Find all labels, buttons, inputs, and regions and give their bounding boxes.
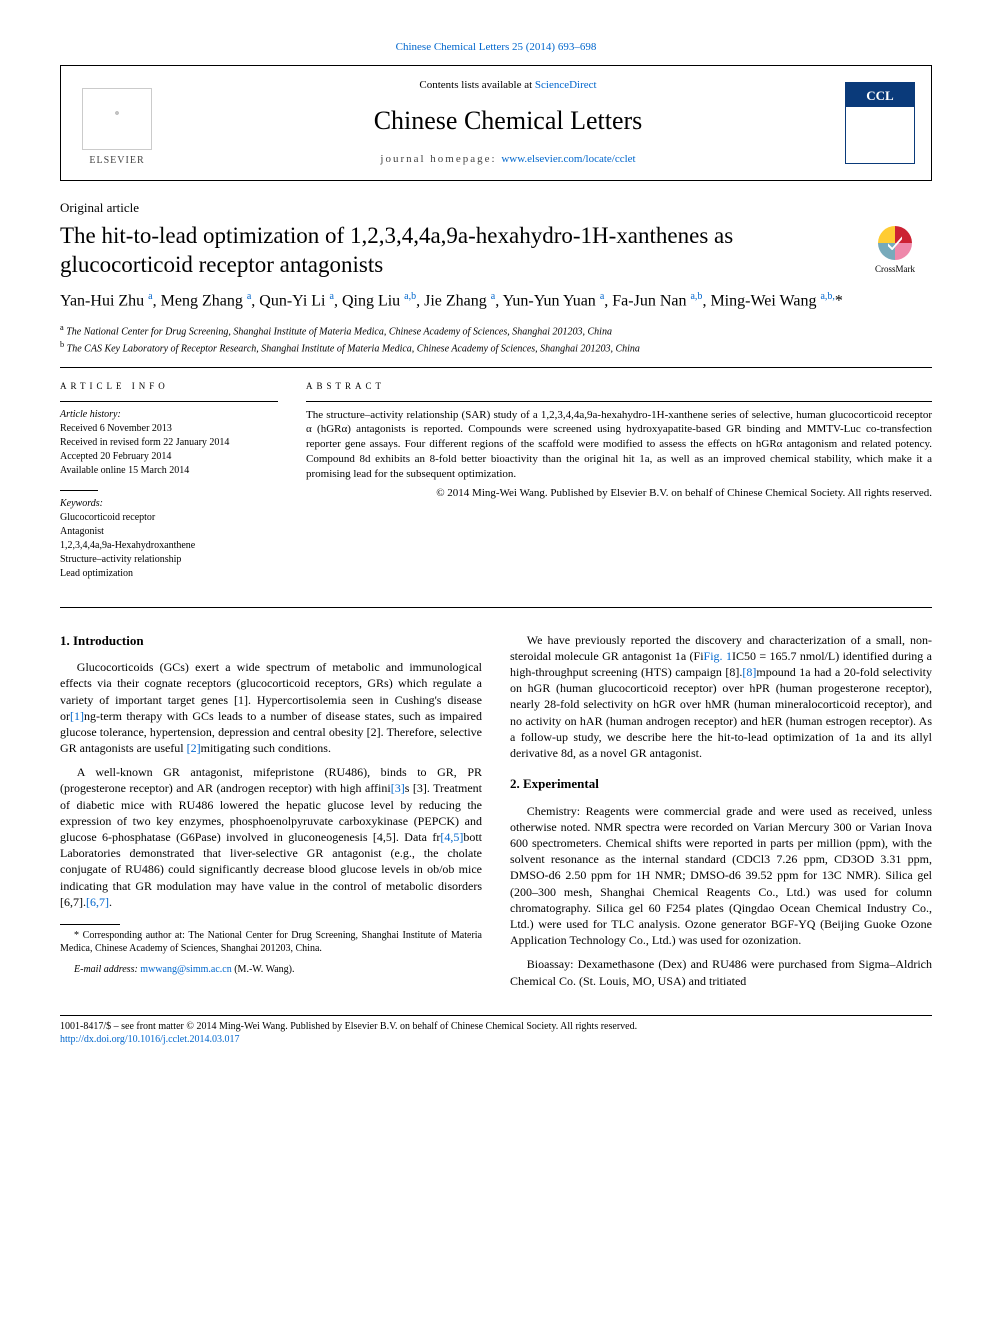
body-paragraph: We have previously reported the discover… bbox=[510, 632, 932, 762]
email-link[interactable]: mwwang@simm.ac.cn bbox=[140, 964, 231, 975]
footer: 1001-8417/$ – see front matter © 2014 Mi… bbox=[60, 1020, 932, 1047]
email-suffix: (M.-W. Wang). bbox=[232, 964, 295, 975]
body-paragraph: Chemistry: Reagents were commercial grad… bbox=[510, 803, 932, 949]
keyword: 1,2,3,4,4a,9a-Hexahydroxanthene bbox=[60, 539, 278, 553]
abstract-column: ABSTRACT The structure–activity relation… bbox=[306, 380, 932, 592]
keyword: Antagonist bbox=[60, 525, 278, 539]
footer-copyright: 1001-8417/$ – see front matter © 2014 Mi… bbox=[60, 1020, 932, 1034]
abstract-rule bbox=[306, 401, 932, 402]
affiliation-b: b The CAS Key Laboratory of Receptor Res… bbox=[60, 339, 932, 356]
elsevier-label: ELSEVIER bbox=[89, 154, 144, 168]
ccl-label: CCL bbox=[866, 87, 893, 105]
footnote-separator bbox=[60, 924, 120, 925]
history-line: Received 6 November 2013 bbox=[60, 422, 278, 436]
abstract-heading: ABSTRACT bbox=[306, 380, 932, 392]
journal-header: ELSEVIER Contents lists available at Sci… bbox=[60, 65, 932, 181]
fig-link[interactable]: Fig. 1 bbox=[704, 649, 732, 663]
ref-link[interactable]: [6,7] bbox=[86, 895, 109, 909]
rule-top bbox=[60, 367, 932, 368]
article-info-heading: ARTICLE INFO bbox=[60, 380, 278, 392]
authors: Yan-Hui Zhu a, Meng Zhang a, Qun-Yi Li a… bbox=[60, 290, 932, 312]
ref-link[interactable]: [4,5] bbox=[440, 830, 463, 844]
contents-prefix: Contents lists available at bbox=[419, 79, 534, 91]
homepage-line: journal homepage: www.elsevier.com/locat… bbox=[171, 152, 845, 167]
ref-link[interactable]: [1] bbox=[70, 709, 84, 723]
keyword: Lead optimization bbox=[60, 567, 278, 581]
article-info-column: ARTICLE INFO Article history: Received 6… bbox=[60, 380, 278, 592]
keywords-block: Keywords: Glucocorticoid receptor Antago… bbox=[60, 497, 278, 581]
sciencedirect-link[interactable]: ScienceDirect bbox=[535, 79, 597, 91]
abstract-copyright: © 2014 Ming-Wei Wang. Published by Elsev… bbox=[306, 486, 932, 501]
history-line: Received in revised form 22 January 2014 bbox=[60, 436, 278, 450]
body-columns: 1. Introduction Glucocorticoids (GCs) ex… bbox=[60, 632, 932, 997]
email-footnote: E-mail address: mwwang@simm.ac.cn (M.-W.… bbox=[60, 963, 482, 976]
journal-title: Chinese Chemical Letters bbox=[171, 103, 845, 138]
ref-link[interactable]: [3] bbox=[391, 781, 405, 795]
affiliations: a The National Center for Drug Screening… bbox=[60, 322, 932, 356]
ref-link[interactable]: [8] bbox=[742, 665, 756, 679]
article-type: Original article bbox=[60, 199, 932, 217]
keywords-label: Keywords: bbox=[60, 497, 278, 511]
footer-rule bbox=[60, 1015, 932, 1016]
homepage-prefix: journal homepage: bbox=[380, 153, 501, 165]
section-heading-intro: 1. Introduction bbox=[60, 632, 482, 650]
history-line: Accepted 20 February 2014 bbox=[60, 450, 278, 464]
info-rule bbox=[60, 401, 278, 402]
crossmark-label: CrossMark bbox=[875, 264, 915, 274]
ccl-cover-icon: CCL bbox=[845, 82, 915, 164]
email-label: E-mail address: bbox=[74, 964, 140, 975]
citation-link[interactable]: Chinese Chemical Letters 25 (2014) 693–6… bbox=[396, 41, 597, 53]
article-title: The hit-to-lead optimization of 1,2,3,4,… bbox=[60, 222, 838, 280]
article-history: Article history: Received 6 November 201… bbox=[60, 408, 278, 478]
ref-link[interactable]: [2] bbox=[187, 741, 201, 755]
body-paragraph: Glucocorticoids (GCs) exert a wide spect… bbox=[60, 659, 482, 756]
history-line: Available online 15 March 2014 bbox=[60, 464, 278, 478]
affiliation-a: a The National Center for Drug Screening… bbox=[60, 322, 932, 339]
history-label: Article history: bbox=[60, 408, 278, 422]
rule-mid bbox=[60, 607, 932, 608]
abstract-text: The structure–activity relationship (SAR… bbox=[306, 408, 932, 482]
section-heading-experimental: 2. Experimental bbox=[510, 775, 932, 793]
keyword: Glucocorticoid receptor bbox=[60, 511, 278, 525]
homepage-link[interactable]: www.elsevier.com/locate/cclet bbox=[501, 153, 635, 165]
running-citation: Chinese Chemical Letters 25 (2014) 693–6… bbox=[60, 40, 932, 55]
body-paragraph: Bioassay: Dexamethasone (Dex) and RU486 … bbox=[510, 956, 932, 988]
elsevier-tree-icon bbox=[82, 88, 152, 150]
info-divider bbox=[60, 490, 98, 491]
doi-link[interactable]: http://dx.doi.org/10.1016/j.cclet.2014.0… bbox=[60, 1034, 240, 1045]
corresponding-footnote: * Corresponding author at: The National … bbox=[60, 929, 482, 955]
body-paragraph: A well-known GR antagonist, mifepristone… bbox=[60, 764, 482, 910]
elsevier-logo: ELSEVIER bbox=[77, 78, 157, 168]
crossmark-badge[interactable]: CrossMark bbox=[858, 222, 932, 275]
crossmark-icon bbox=[878, 226, 912, 260]
keyword: Structure–activity relationship bbox=[60, 553, 278, 567]
contents-line: Contents lists available at ScienceDirec… bbox=[171, 78, 845, 93]
